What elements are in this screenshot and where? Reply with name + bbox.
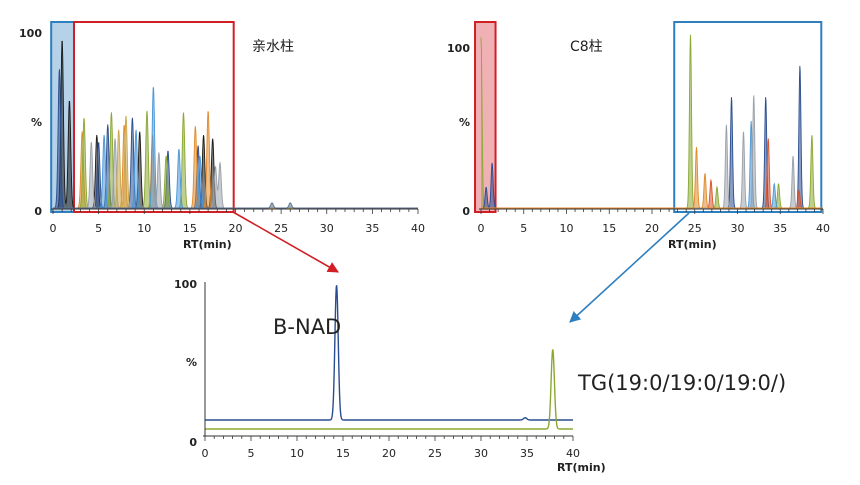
chart2-x-tick-label-7: 35	[773, 222, 787, 235]
chart-c8: 0 5 10 15 20 25 30 35 40 100% 0 C8柱 RT(min)	[447, 21, 830, 251]
chart3-x-tick-label-6: 30	[474, 447, 488, 460]
chart2-series-fill-2	[481, 138, 823, 208]
chart1-series-fill-5	[53, 138, 418, 208]
chart2-series-line-2	[481, 138, 823, 209]
chart1-highlight-box-1	[72, 21, 235, 213]
chart3-x-tick-label-4: 20	[382, 447, 396, 460]
chart-hydrophilic: 0 5 10 15 20 25 30 35 40 100% 0 亲水柱 RT(min)	[19, 21, 425, 251]
chart2-series-fill-3	[481, 121, 823, 208]
chart3-series-line-0	[205, 285, 573, 421]
chart1-y-tick-label-2: 0	[34, 205, 42, 218]
chart1-x-tick-label-7: 35	[365, 222, 379, 235]
chart2-title: C8柱	[570, 39, 603, 55]
chart1-y-tick-label-1: %	[31, 116, 42, 129]
chart1-series-fill-6	[53, 115, 418, 208]
chart1-series-line-7	[53, 202, 418, 209]
chart1-x-tick-label-1: 5	[95, 222, 102, 235]
arrow-red-to-b-nad	[232, 211, 339, 273]
chart2-series-line-3	[481, 120, 823, 209]
chart2-y-tick-label-0: 100	[447, 42, 470, 55]
chart2-x-tick-label-0: 0	[478, 222, 485, 235]
chart2-highlight-box-1	[673, 21, 823, 213]
chart3-y-tick-label-1: %	[186, 356, 197, 369]
chart3-series-line-1	[205, 349, 573, 430]
chart1-title: 亲水柱	[252, 39, 294, 55]
chart2-series-line-1	[481, 65, 823, 209]
chart3-x-tick-label-3: 15	[336, 447, 350, 460]
annotation-tg: TG(19:0/19:0/19:0/)	[577, 371, 786, 395]
chart1-series-fill-1	[53, 69, 418, 209]
chart1-x-tick-label-8: 40	[411, 222, 425, 235]
chart2-x-axis-title: RT(min)	[668, 238, 717, 251]
chart2-series-line-0	[480, 34, 823, 209]
chart1-series	[53, 40, 418, 209]
chart3-axes: 0 5 10 15 20 25 30 35 40 100% 0	[174, 278, 580, 460]
chart3-x-tick-label-8: 40	[566, 447, 580, 460]
chart3-x-tick-label-0: 0	[202, 447, 209, 460]
chart2-x-tick-label-3: 15	[602, 222, 616, 235]
chart2-series-fill-1	[481, 65, 823, 209]
chart3-x-tick-label-1: 5	[248, 447, 255, 460]
chart2-x-tick-label-5: 25	[688, 222, 702, 235]
chart1-x-tick-label-3: 15	[183, 222, 197, 235]
chart3-x-tick-label-2: 10	[290, 447, 304, 460]
chart2-x-tick-label-4: 20	[645, 222, 659, 235]
chart3-x-axis-title: RT(min)	[557, 461, 606, 474]
arrow-blue-to-tg	[569, 212, 690, 323]
chart2-series-fill-4	[481, 95, 823, 208]
chart1-x-tick-label-6: 30	[320, 222, 334, 235]
chart1-y-tick-label-0: 100	[19, 27, 42, 40]
chart1-x-tick-label-4: 20	[229, 222, 243, 235]
chart3-x-tick-label-7: 35	[520, 447, 534, 460]
chart2-x-tick-label-1: 5	[520, 222, 527, 235]
chart1-axes: 0 5 10 15 20 25 30 35 40 100% 0	[19, 27, 425, 235]
chart2-series-fill-5	[481, 147, 823, 208]
chart3-y-tick-label-0: 100	[174, 278, 197, 291]
chart2-series-line-4	[481, 95, 823, 209]
chart1-x-axis-title: RT(min)	[183, 238, 232, 251]
chart2-x-tick-label-6: 30	[731, 222, 745, 235]
chart-overlay: 0 5 10 15 20 25 30 35 40 100% 0 RT(min) B-NAD TG(1…	[174, 278, 786, 474]
chart2-x-tick-label-2: 10	[560, 222, 574, 235]
chart1-x-tick-label-5: 25	[274, 222, 288, 235]
chart2-x-tick-label-8: 40	[816, 222, 830, 235]
chart2-axes: 0 5 10 15 20 25 30 35 40 100% 0	[447, 42, 830, 235]
chart2-y-tick-label-1: %	[459, 116, 470, 129]
chart1-x-tick-label-0: 0	[50, 222, 57, 235]
chart3-x-tick-label-5: 25	[428, 447, 442, 460]
annotation-b-nad: B-NAD	[273, 315, 341, 339]
chart1-x-tick-label-2: 10	[137, 222, 151, 235]
chart2-series	[480, 34, 823, 209]
chart2-y-tick-label-2: 0	[462, 205, 470, 218]
chart2-series-line-5	[481, 147, 823, 209]
chart2-highlight-box-0	[474, 21, 497, 213]
chart2-series-fill-0	[481, 34, 823, 208]
chart2-highlights	[474, 21, 823, 213]
chart3-y-tick-label-2: 0	[189, 436, 197, 449]
chart3-series	[205, 285, 573, 430]
